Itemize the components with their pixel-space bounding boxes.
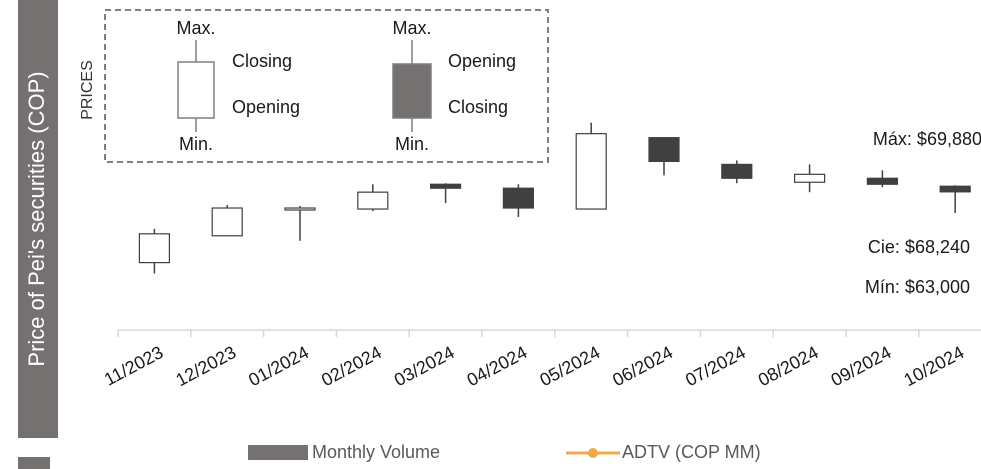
x-tick-label: 04/2024 — [464, 342, 531, 390]
key-label: Opening — [448, 51, 516, 71]
key-label: Closing — [232, 51, 292, 71]
legend-label: ADTV (COP MM) — [622, 442, 761, 462]
key-label: Closing — [448, 97, 508, 117]
candle-body — [866, 177, 899, 185]
candle-body — [648, 137, 680, 163]
key-label: Min. — [395, 134, 429, 154]
x-tick-label: 12/2023 — [172, 342, 239, 390]
y-title-box — [18, 0, 58, 438]
x-tick-label: 06/2024 — [609, 342, 676, 390]
side-label: PRICES — [79, 60, 96, 120]
x-tick-label: 02/2024 — [318, 342, 385, 390]
key-down-body — [392, 63, 432, 119]
key-label: Min. — [179, 134, 213, 154]
x-tick-label: 10/2024 — [900, 342, 967, 390]
key-label: Max. — [392, 18, 431, 38]
annotation: Máx: $69,880 — [873, 129, 981, 149]
key-box — [104, 9, 549, 163]
annotation: Cie: $68,240 — [868, 237, 970, 257]
key-label: Max. — [176, 18, 215, 38]
key-label: Opening — [232, 97, 300, 117]
legend-swatch — [588, 448, 598, 458]
x-tick-label: 09/2024 — [828, 342, 895, 390]
lower-box — [18, 457, 50, 469]
legend-swatch — [248, 445, 308, 460]
x-tick-label: 05/2024 — [536, 342, 603, 390]
y-axis-title: Price of Pei's securities (COP) — [24, 71, 49, 366]
candle-body — [575, 133, 607, 210]
annotation: Mín: $63,000 — [865, 277, 970, 297]
x-tick-label: 03/2024 — [391, 342, 458, 390]
candle-body — [793, 173, 826, 183]
candle-body — [430, 183, 462, 189]
x-tick-label: 07/2024 — [682, 342, 749, 390]
candle-body — [502, 187, 534, 209]
candle-body — [939, 185, 971, 193]
candle-body — [211, 207, 243, 237]
candle-body — [721, 163, 753, 179]
x-tick-label: 11/2023 — [101, 342, 167, 390]
key-up-body — [177, 61, 215, 119]
candle-body — [138, 233, 170, 264]
x-tick-label: 08/2024 — [755, 342, 822, 390]
candle-body — [284, 207, 316, 211]
candle-body — [357, 191, 389, 210]
x-tick-label: 01/2024 — [245, 342, 312, 390]
legend-label: Monthly Volume — [312, 442, 440, 462]
